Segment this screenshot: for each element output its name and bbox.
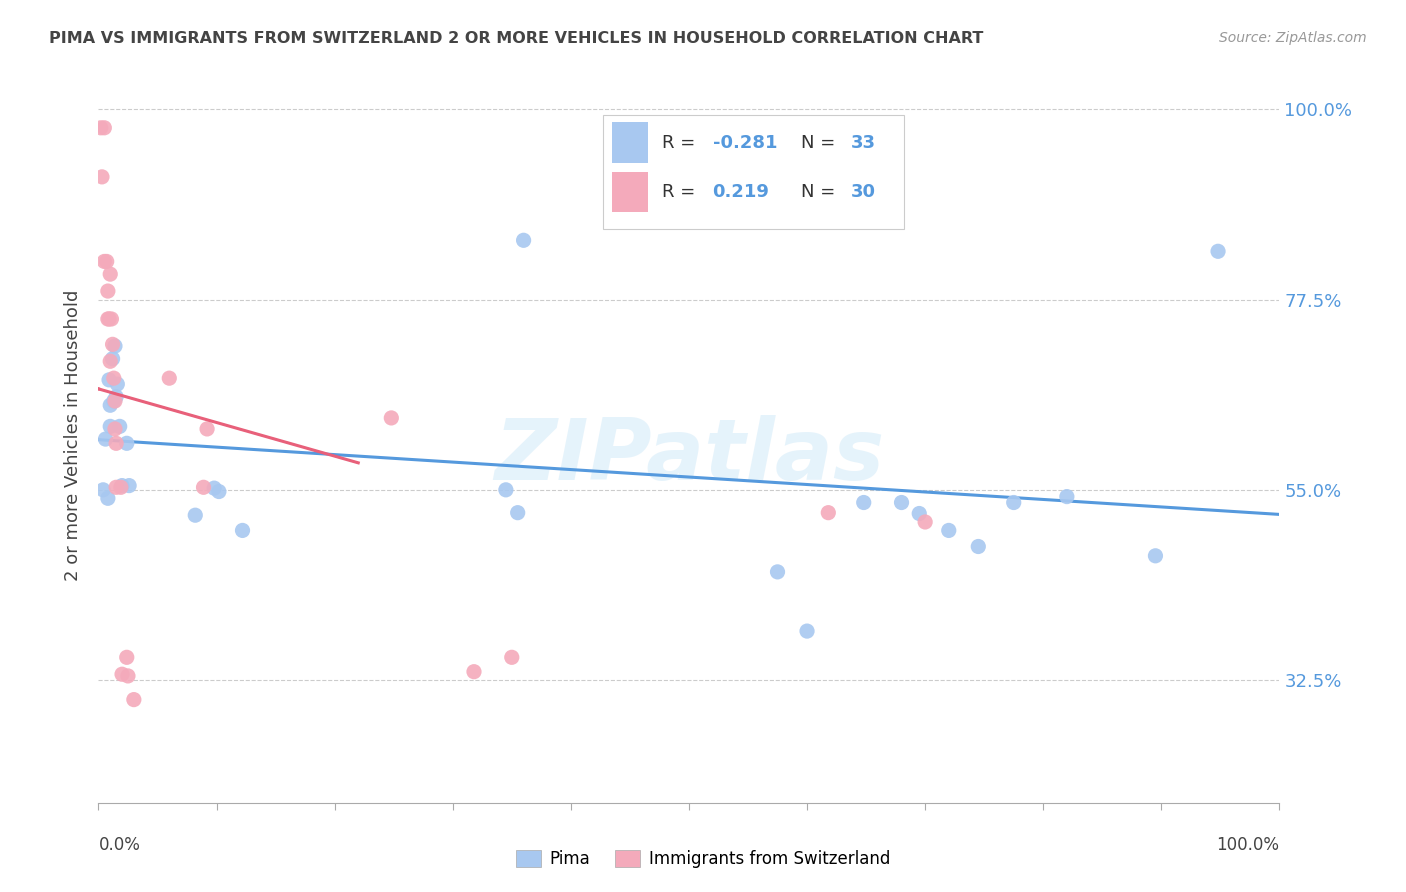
Y-axis label: 2 or more Vehicles in Household: 2 or more Vehicles in Household — [63, 289, 82, 581]
Point — [796, 624, 818, 639]
Text: 100.0%: 100.0% — [1216, 836, 1279, 854]
Point — [97, 312, 120, 326]
Text: PIMA VS IMMIGRANTS FROM SWITZERLAND 2 OR MORE VEHICLES IN HOUSEHOLD CORRELATION : PIMA VS IMMIGRANTS FROM SWITZERLAND 2 OR… — [49, 31, 984, 46]
Point — [766, 565, 789, 579]
Point — [97, 284, 120, 298]
Text: R =: R = — [662, 183, 700, 201]
Point — [96, 254, 118, 268]
Point — [91, 169, 114, 184]
Point — [101, 337, 124, 351]
Bar — [612, 172, 648, 212]
Text: 0.219: 0.219 — [713, 183, 769, 201]
Point — [93, 120, 115, 135]
Point — [1206, 244, 1229, 259]
Bar — [612, 122, 648, 163]
Point — [90, 120, 112, 135]
Point — [231, 524, 253, 538]
Point — [495, 483, 517, 497]
Text: -0.281: -0.281 — [713, 134, 778, 152]
Point — [103, 371, 125, 385]
Point — [380, 411, 402, 425]
Point — [1002, 495, 1025, 509]
Point — [908, 507, 931, 521]
Point — [98, 267, 121, 281]
Point — [202, 481, 225, 495]
Text: ZIPatlas: ZIPatlas — [494, 416, 884, 499]
Point — [938, 524, 960, 538]
Point — [512, 233, 534, 247]
Point — [110, 480, 132, 494]
Point — [852, 495, 875, 509]
Point — [105, 480, 128, 494]
Point — [122, 692, 145, 706]
Point — [105, 377, 128, 392]
Point — [817, 506, 839, 520]
Text: 33: 33 — [851, 134, 876, 152]
Text: 0.0%: 0.0% — [98, 836, 141, 854]
Point — [98, 419, 121, 434]
Point — [208, 484, 231, 499]
Legend: Pima, Immigrants from Switzerland: Pima, Immigrants from Switzerland — [509, 843, 897, 875]
Point — [1056, 490, 1078, 504]
Point — [104, 339, 127, 353]
Point — [103, 394, 125, 409]
Point — [98, 312, 121, 326]
Point — [115, 436, 138, 450]
Point — [184, 508, 207, 523]
Point — [157, 371, 180, 385]
Point — [100, 312, 122, 326]
Point — [108, 419, 131, 434]
Point — [118, 478, 141, 492]
Point — [967, 540, 990, 554]
Point — [117, 669, 139, 683]
Point — [94, 432, 117, 446]
Point — [1144, 549, 1167, 563]
Text: 30: 30 — [851, 183, 876, 201]
Point — [93, 254, 115, 268]
Point — [104, 422, 127, 436]
Point — [115, 650, 138, 665]
Point — [501, 650, 523, 665]
Point — [105, 390, 128, 404]
Point — [195, 422, 218, 436]
Point — [104, 394, 127, 409]
Point — [890, 495, 912, 509]
Text: N =: N = — [801, 183, 841, 201]
Point — [91, 483, 114, 497]
Point — [97, 491, 120, 506]
Text: R =: R = — [662, 134, 700, 152]
Point — [105, 436, 128, 450]
Point — [98, 354, 121, 368]
Text: Source: ZipAtlas.com: Source: ZipAtlas.com — [1219, 31, 1367, 45]
Point — [914, 515, 936, 529]
Text: N =: N = — [801, 134, 841, 152]
Point — [506, 506, 529, 520]
Bar — [603, 115, 904, 229]
Point — [111, 667, 134, 681]
Point — [111, 478, 134, 492]
Point — [101, 351, 124, 366]
Point — [193, 480, 215, 494]
Point — [98, 398, 121, 412]
Point — [463, 665, 485, 679]
Point — [98, 373, 121, 387]
